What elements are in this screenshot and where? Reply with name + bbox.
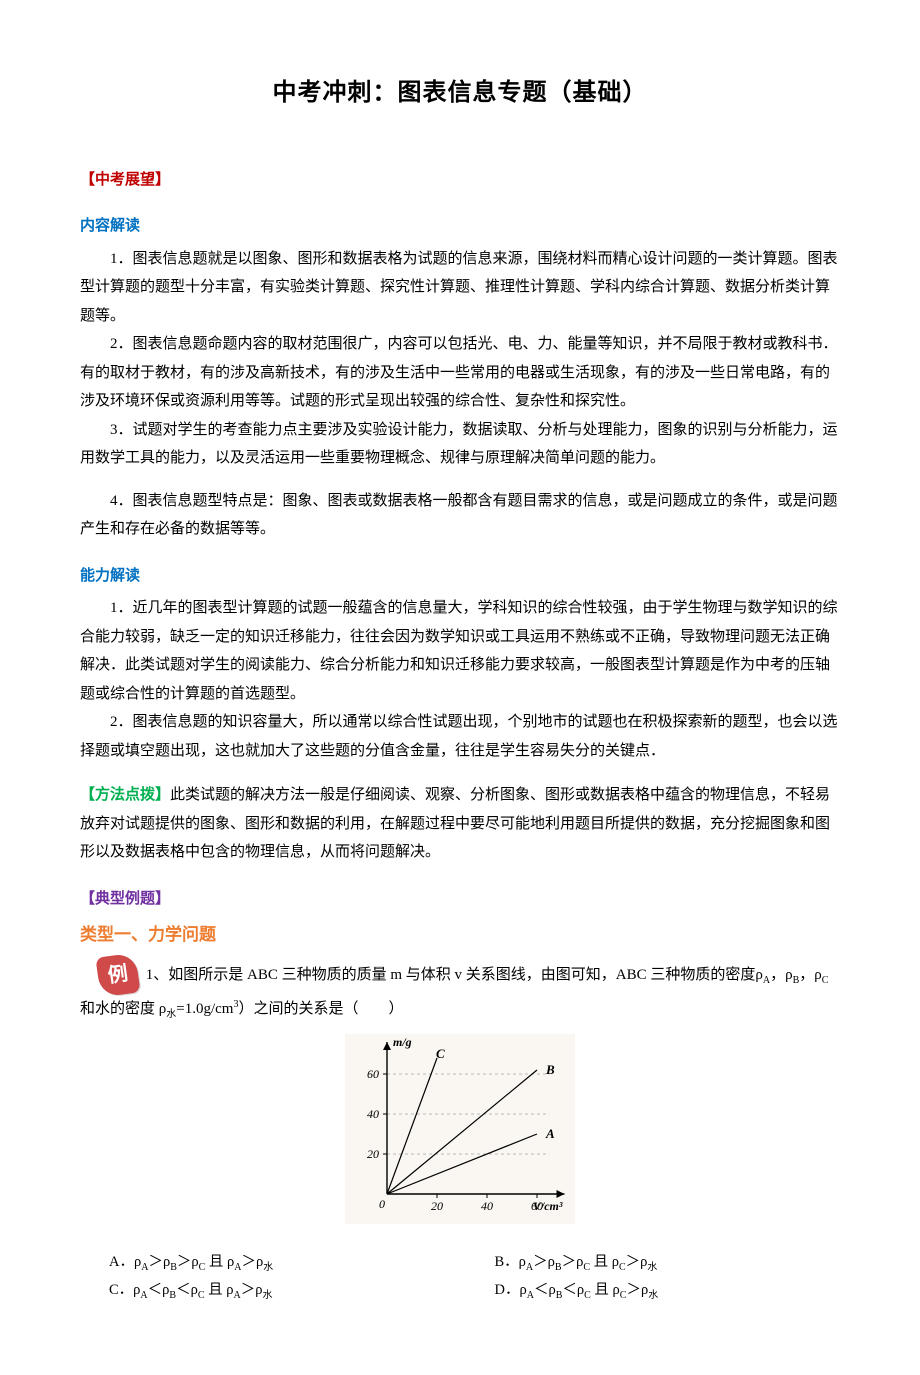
example-badge-icon: 例 xyxy=(95,953,140,998)
svg-text:B: B xyxy=(545,1062,555,1077)
option-d[interactable]: D．ρA＜ρB＜ρC 且 ρC＞ρ水 xyxy=(495,1277,841,1305)
svg-text:20: 20 xyxy=(431,1199,443,1213)
subhead-nengli: 能力解读 xyxy=(80,562,840,591)
nengli-p2: 2．图表信息题的知识容量大，所以通常以综合性试题出现，个别地市的试题也在积极探索… xyxy=(80,708,840,765)
q1-options: A．ρA＞ρB＞ρC 且 ρA＞ρ水 B．ρA＞ρB＞ρC 且 ρC＞ρ水 C．… xyxy=(109,1249,840,1305)
q1-stem: 1、如图所示是 ABC 三种物质的质量 m 与体积 v 关系图线，由图可知，AB… xyxy=(80,967,828,1018)
zhanwang-p3: 3．试题对学生的考查能力点主要涉及实验设计能力，数据读取、分析与处理能力，图象的… xyxy=(80,416,840,473)
svg-text:V/cm³: V/cm³ xyxy=(533,1199,563,1213)
page-title: 中考冲刺：图表信息专题（基础） xyxy=(80,70,840,116)
svg-text:C: C xyxy=(436,1046,445,1061)
svg-text:40: 40 xyxy=(367,1107,379,1121)
zhanwang-p2: 2．图表信息题命题内容的取材范围很广，内容可以包括光、电、力、能量等知识，并不局… xyxy=(80,330,840,416)
mv-chart: 2040602040600m/gV/cm³CBA xyxy=(80,1034,840,1235)
zhanwang-p4: 4．图表信息题型特点是：图象、图表或数据表格一般都含有题目需求的信息，或是问题成… xyxy=(80,487,840,544)
section-fangfa: 【方法点拨】此类试题的解决方法一般是仔细阅读、观察、分析图象、图形或数据表格中蕴… xyxy=(80,781,840,867)
svg-text:40: 40 xyxy=(481,1199,493,1213)
section-zhanwang-head: 【中考展望】 xyxy=(80,166,840,195)
example-1: 例 1、如图所示是 ABC 三种物质的质量 m 与体积 v 关系图线，由图可知，… xyxy=(80,955,840,1024)
section-dianxing-head: 【典型例题】 xyxy=(80,885,840,914)
option-a[interactable]: A．ρA＞ρB＞ρC 且 ρA＞ρ水 xyxy=(109,1249,455,1277)
nengli-p1: 1．近几年的图表型计算题的试题一般蕴含的信息量大，学科知识的综合性较强，由于学生… xyxy=(80,594,840,708)
type1-head: 类型一、力学问题 xyxy=(80,919,840,951)
option-b[interactable]: B．ρA＞ρB＞ρC 且 ρC＞ρ水 xyxy=(495,1249,841,1277)
svg-text:0: 0 xyxy=(379,1197,385,1211)
svg-text:60: 60 xyxy=(367,1067,379,1081)
svg-text:20: 20 xyxy=(367,1147,379,1161)
mv-chart-svg: 2040602040600m/gV/cm³CBA xyxy=(345,1034,575,1224)
subhead-neirong: 内容解读 xyxy=(80,212,840,241)
svg-text:A: A xyxy=(545,1126,555,1141)
svg-text:m/g: m/g xyxy=(393,1035,412,1049)
option-c[interactable]: C．ρA＜ρB＜ρC 且 ρA＞ρ水 xyxy=(109,1277,455,1305)
zhanwang-p1: 1．图表信息题就是以图象、图形和数据表格为试题的信息来源，围绕材料而精心设计问题… xyxy=(80,245,840,331)
